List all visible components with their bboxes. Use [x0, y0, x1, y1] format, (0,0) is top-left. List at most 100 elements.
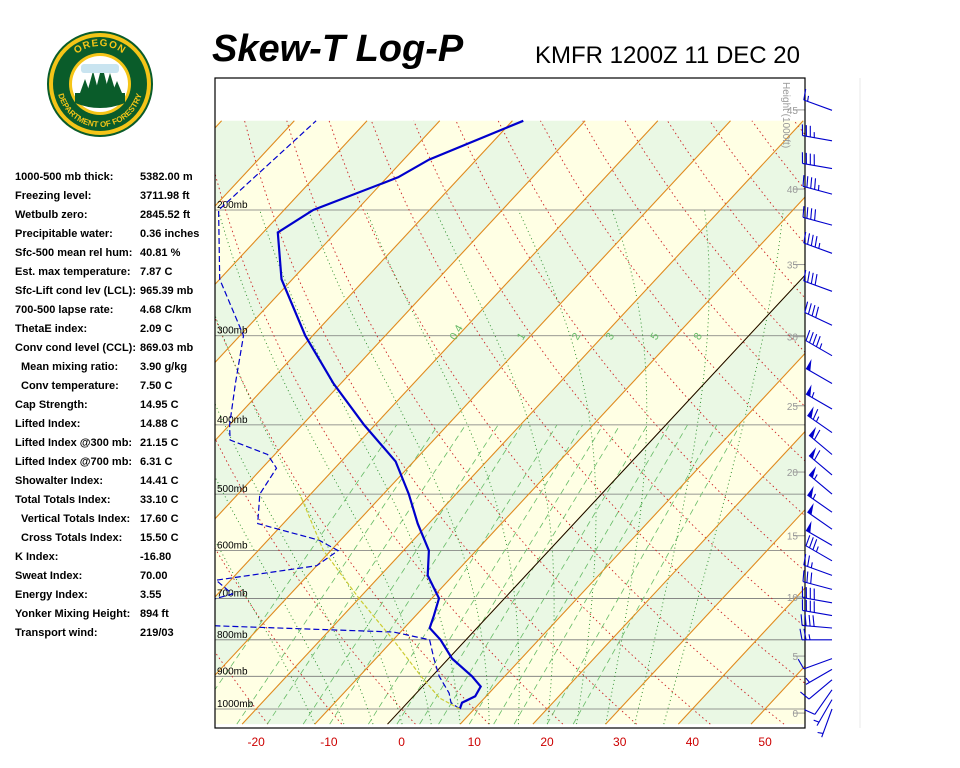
wind-barb-shaft — [805, 368, 833, 384]
index-value: 2845.52 ft — [140, 209, 191, 221]
wind-barb-feather — [804, 301, 809, 313]
wind-barb — [805, 330, 833, 357]
index-value: 4.68 C/km — [140, 304, 192, 316]
wind-barb-feather — [803, 628, 807, 640]
index-row: Wetbulb zero: 2845.52 ft — [15, 206, 215, 225]
wind-barb — [797, 658, 833, 670]
wind-barb — [801, 152, 833, 170]
wind-barb-feather — [804, 614, 807, 626]
wind-barb-feather — [808, 614, 811, 627]
wind-barb-half-feather — [819, 343, 823, 349]
height-tick-label: 35 — [787, 261, 799, 272]
wind-barb-feather — [800, 691, 810, 700]
wind-barb-pennant — [809, 447, 817, 459]
wind-barb-shaft — [802, 597, 833, 604]
wind-barb-shaft — [802, 624, 833, 629]
wind-barb-feather — [803, 231, 807, 244]
index-value: 3.55 — [140, 589, 162, 601]
index-row: Conv cond level (CCL): 869.03 mb — [15, 339, 215, 358]
pressure-label: 900mb — [217, 666, 248, 677]
mixing-ratio-label: 5 — [649, 331, 662, 342]
wind-barb — [813, 699, 833, 726]
wind-barb — [802, 175, 833, 195]
wind-barb-feather — [807, 555, 811, 567]
wind-barb-feather — [805, 330, 811, 341]
isotherm-line — [532, 430, 805, 725]
index-value: 3711.98 ft — [140, 190, 190, 202]
mixing-ratio-line — [513, 424, 688, 725]
wind-barb — [802, 206, 833, 226]
wind-barb-shaft — [805, 668, 833, 685]
height-tick-label: 10 — [787, 593, 799, 604]
index-value: 14.95 C — [140, 399, 179, 411]
isotherm-line — [0, 121, 149, 724]
isotherm-line — [824, 121, 960, 724]
index-label: Freezing level: — [15, 190, 92, 202]
wind-barb-feather — [812, 408, 819, 420]
wind-barb-shaft — [803, 564, 833, 576]
wind-barb-feather — [804, 709, 816, 715]
wind-barb-half-feather — [815, 546, 819, 552]
x-tick-label: 40 — [686, 735, 700, 749]
mixing-ratio-label: 8 — [692, 331, 705, 342]
isotherm-line — [215, 120, 368, 286]
mixing-ratio-line — [236, 424, 439, 725]
wind-barb — [800, 614, 833, 629]
dry-adiabat — [328, 120, 785, 725]
wind-barb — [807, 486, 833, 513]
height-tick-label: 45 — [787, 106, 799, 117]
mixing-ratio-line — [468, 424, 648, 725]
plot-border — [214, 77, 806, 729]
dry-adiabat — [215, 437, 416, 725]
index-row: Precipitable water: 0.36 inches — [15, 225, 215, 244]
wind-barb-feather — [812, 539, 818, 550]
dry-adiabat — [215, 171, 564, 725]
dry-adiabat — [582, 120, 805, 408]
index-label: Energy Index: — [15, 589, 88, 601]
height-tick-label: 40 — [787, 185, 799, 196]
wind-barb-shaft — [802, 216, 833, 226]
index-label: 700-500 lapse rate: — [15, 304, 114, 316]
index-label: Cross Totals Index: — [21, 532, 123, 544]
wind-barb-feather — [813, 429, 821, 440]
wind-barb-feather — [812, 615, 815, 627]
mixing-ratio-line — [215, 424, 397, 691]
wind-barb — [803, 88, 833, 111]
wind-barb-pennant — [807, 406, 814, 419]
x-tick-label: 20 — [540, 735, 554, 749]
wind-barb-shaft — [814, 689, 833, 715]
wind-barb — [804, 689, 833, 715]
moist-adiabat — [307, 209, 490, 725]
isotherm-band — [0, 121, 76, 724]
isotherm-line — [215, 120, 586, 520]
index-label: Cap Strength: — [15, 399, 88, 411]
wind-barb — [801, 586, 833, 604]
index-label: Vertical Totals Index: — [21, 513, 131, 525]
isotherm-line — [0, 121, 4, 724]
wind-barb-shaft — [803, 658, 833, 670]
wind-barb-pennant — [809, 426, 817, 439]
wind-barb-feather — [797, 658, 805, 670]
index-row: Yonker Mixing Height: 894 ft — [15, 605, 215, 624]
wind-barb — [802, 570, 833, 590]
x-tick-label: -10 — [320, 735, 338, 749]
wind-barb-pennant — [806, 520, 812, 533]
wind-barb-feather — [810, 272, 814, 284]
isotherm-band — [215, 120, 295, 207]
pressure-label: 300mb — [217, 326, 248, 337]
index-label: Lifted Index @700 mb: — [15, 456, 133, 468]
moist-adiabat — [365, 209, 520, 725]
height-axis-label: Height (1000ft) — [780, 82, 791, 148]
index-label: ThetaE index: — [15, 323, 88, 335]
index-row: Energy Index: 3.55 — [15, 586, 215, 605]
height-tick-label: 25 — [787, 402, 799, 413]
wind-barb-shaft — [802, 135, 833, 142]
index-row: Mean mixing ratio: 3.90 g/kg — [15, 358, 215, 377]
index-row: Sfc-500 mean rel hum: 40.81 % — [15, 244, 215, 263]
index-value: 6.31 C — [140, 456, 173, 468]
isotherm-line — [215, 120, 731, 676]
wind-barb — [805, 668, 833, 685]
isotherm-line — [215, 120, 441, 364]
wind-barb-half-feather — [807, 95, 810, 102]
